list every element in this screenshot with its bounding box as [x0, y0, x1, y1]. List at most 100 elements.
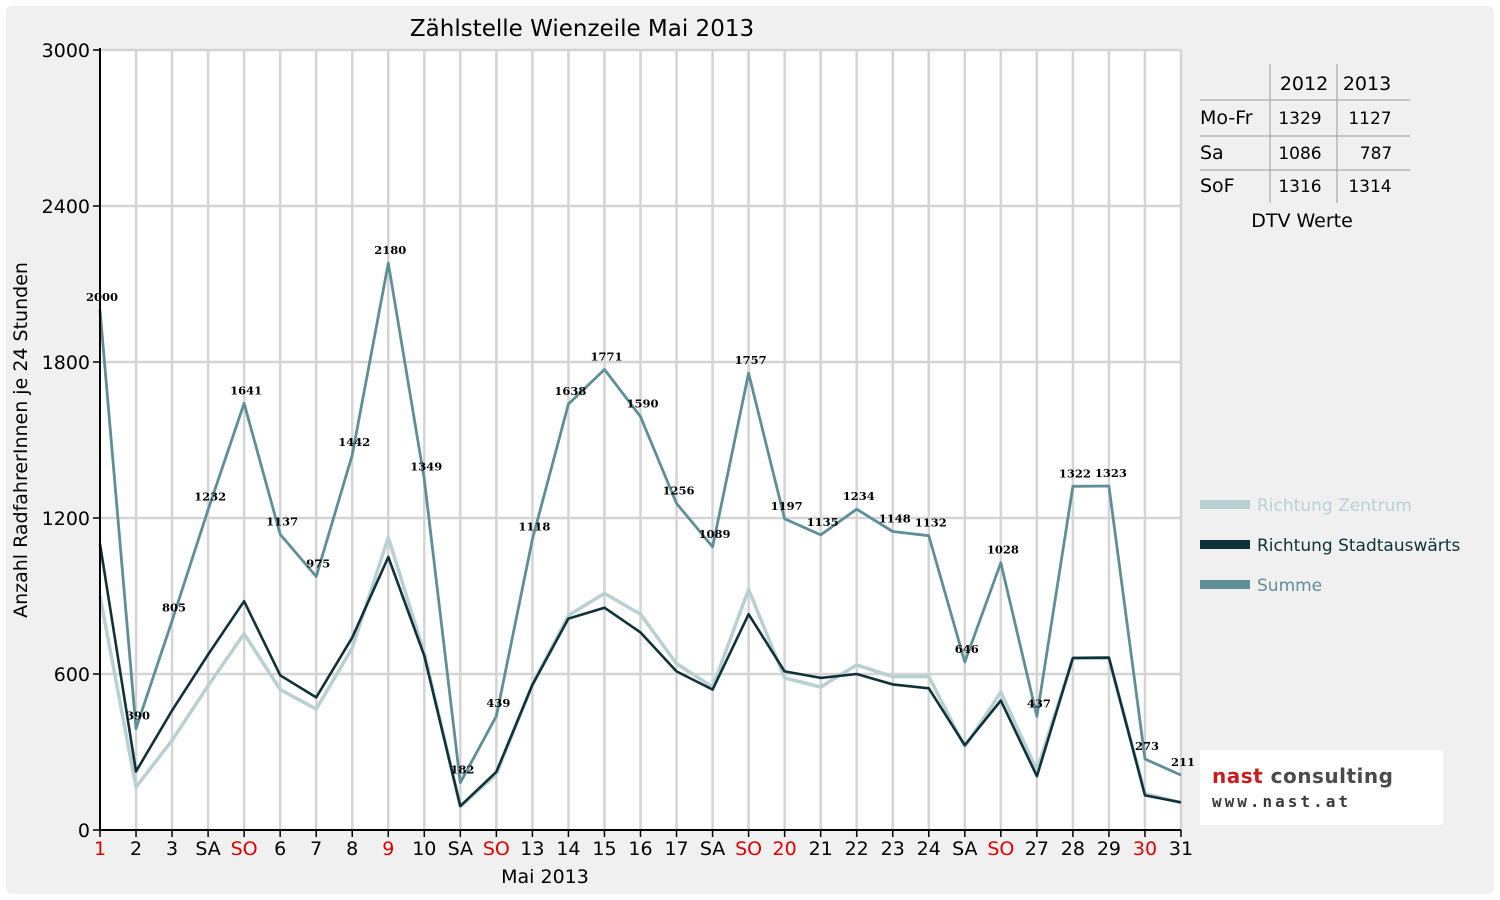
axes	[93, 48, 1182, 837]
data-label: 211	[1171, 755, 1195, 769]
data-label: 1590	[626, 397, 658, 411]
y-tick-labels: 0 600 1200 1800 2400 3000	[42, 40, 90, 842]
chart-title: Zählstelle Wienzeile Mai 2013	[410, 16, 754, 42]
x-tick-label: SO	[231, 838, 258, 860]
x-tick-label: 7	[310, 838, 322, 860]
data-label: 437	[1027, 696, 1051, 710]
data-label: 1323	[1095, 466, 1127, 480]
dtv-cell: 1329	[1278, 109, 1321, 129]
x-tick-label: 9	[382, 838, 394, 860]
data-label: 1135	[807, 515, 839, 529]
x-tick-label: 29	[1097, 838, 1121, 860]
y-tick-label: 600	[54, 664, 90, 686]
x-tick-label: SA	[952, 838, 977, 860]
dtv-row-label: SoF	[1200, 175, 1235, 197]
y-tick-label: 0	[78, 820, 90, 842]
data-label: 1197	[771, 499, 803, 513]
data-label: 1148	[879, 512, 911, 526]
legend-swatch-summe	[1200, 580, 1250, 589]
x-tick-label: 8	[346, 838, 358, 860]
y-tick-label: 1200	[42, 508, 90, 530]
logo-wordmark: nast consulting	[1212, 764, 1393, 788]
data-label: 2000	[86, 290, 118, 304]
data-label: 1234	[843, 489, 875, 503]
dtv-header-2013: 2013	[1343, 73, 1391, 95]
x-tick-label: 6	[274, 838, 286, 860]
series-line	[98, 261, 1182, 785]
legend-label-zentrum: Richtung Zentrum	[1257, 496, 1412, 516]
legend-swatch-zentrum	[1200, 500, 1250, 509]
series-line	[98, 543, 1182, 808]
y-tick-label: 1800	[42, 352, 90, 374]
x-tick-label: SA	[448, 838, 473, 860]
data-label: 273	[1135, 739, 1159, 753]
x-tick-label: 10	[412, 838, 436, 860]
data-label: 1349	[410, 459, 442, 473]
x-tick-label: 17	[664, 838, 688, 860]
data-label: 2180	[374, 243, 406, 257]
data-label: 646	[955, 642, 979, 656]
data-label: 1137	[266, 514, 298, 528]
dtv-row-label: Mo-Fr	[1200, 107, 1253, 129]
grid-x	[134, 50, 1183, 830]
data-label: 975	[306, 557, 330, 571]
x-tick-label: 3	[166, 838, 178, 860]
dtv-cell: 787	[1360, 144, 1392, 164]
y-axis-label: Anzahl RadfahrerInnen je 24 Stunden	[10, 262, 32, 618]
legend-label-stadtauswaerts: Richtung Stadtauswärts	[1257, 536, 1460, 556]
x-tick-label: 27	[1025, 838, 1049, 860]
logo-nast: nast	[1212, 764, 1264, 788]
x-tick-label: 13	[520, 838, 544, 860]
x-tick-labels: 1 2 3 SA SO 6 7 8 9 10 SA SO 13 14 15 16 17 SA SO 20 21 22 23 2…	[94, 838, 1193, 860]
dtv-cell: 1316	[1278, 177, 1321, 197]
data-label: 805	[162, 601, 186, 615]
data-label: 1232	[194, 490, 226, 504]
dtv-cell: 1086	[1278, 144, 1321, 164]
x-tick-label: 16	[628, 838, 652, 860]
data-label: 1442	[338, 435, 370, 449]
x-tick-label: SO	[987, 838, 1014, 860]
data-label: 1028	[987, 543, 1019, 557]
series-lines	[98, 261, 1182, 809]
data-label: 1132	[915, 516, 947, 530]
data-label: 1256	[663, 483, 695, 497]
logo-url: www.nast.at	[1212, 792, 1351, 811]
data-label: 1118	[518, 519, 550, 533]
x-tick-label: 24	[917, 838, 941, 860]
x-tick-label: SA	[195, 838, 220, 860]
x-tick-label: 15	[592, 838, 616, 860]
y-tick-label: 2400	[42, 196, 90, 218]
legend-swatch-stadtauswaerts	[1200, 540, 1250, 549]
x-tick-label: SA	[700, 838, 725, 860]
data-label: 1638	[554, 384, 586, 398]
x-tick-label: 30	[1133, 838, 1157, 860]
legend: Richtung Zentrum Richtung Stadtauswärts …	[1200, 496, 1460, 596]
x-tick-label: 28	[1061, 838, 1085, 860]
data-label: 439	[486, 696, 510, 710]
data-label: 1089	[699, 527, 731, 541]
data-labels: 2000 390 805 1232 1641 1137 975 1442 2180 1349 182…	[86, 243, 1195, 776]
data-label: 1757	[735, 353, 767, 367]
x-tick-label: 1	[94, 838, 106, 860]
data-label: 182	[450, 763, 474, 777]
dtv-cell: 1127	[1348, 109, 1391, 129]
y-tick-label: 3000	[42, 40, 90, 62]
x-tick-label: 31	[1169, 838, 1193, 860]
series-line	[98, 535, 1182, 809]
data-label: 1641	[230, 383, 262, 397]
x-axis-label: Mai 2013	[501, 866, 589, 888]
dtv-table: 2012 2013 Mo-Fr 1329 1127 Sa 1086 787 So…	[1200, 64, 1410, 232]
x-tick-label: 20	[773, 838, 797, 860]
x-tick-label: 22	[845, 838, 869, 860]
x-tick-label: 14	[556, 838, 580, 860]
legend-label-summe: Summe	[1257, 576, 1322, 596]
dtv-cell: 1314	[1348, 177, 1391, 197]
data-label: 1322	[1059, 466, 1091, 480]
data-label: 390	[126, 709, 150, 723]
x-tick-label: SO	[735, 838, 762, 860]
data-label: 1771	[590, 350, 622, 364]
x-tick-label: SO	[483, 838, 510, 860]
x-tick-label: 2	[130, 838, 142, 860]
dtv-header-2012: 2012	[1280, 73, 1328, 95]
